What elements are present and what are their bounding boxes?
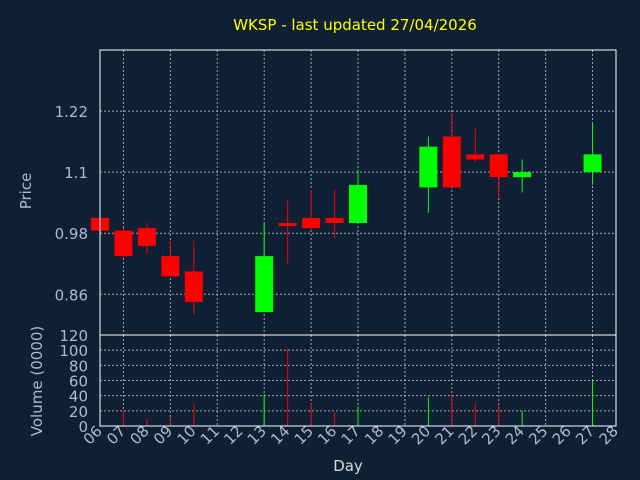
candle-body [137, 228, 156, 246]
candle-body [583, 154, 602, 173]
price-tick-labels: 0.86 0.98 1.1 1.22 [55, 103, 88, 304]
price-tick-label: 1.1 [64, 164, 88, 182]
price-axis-label: Price [17, 173, 35, 210]
candle-body [419, 146, 438, 188]
candle-body [442, 136, 461, 188]
candle-body [325, 217, 344, 224]
x-axis-label: Day [333, 457, 363, 475]
volume-axis-label: Volume (0000) [28, 326, 46, 436]
candle-body [302, 217, 321, 229]
candle-body [513, 172, 532, 178]
chart-title: WKSP - last updated 27/04/2026 [233, 16, 477, 34]
candle-body [349, 184, 367, 224]
price-tick-label: 1.22 [55, 103, 88, 121]
volume-tick-label: 80 [69, 357, 88, 375]
candle-body [489, 154, 508, 178]
candle-body [466, 154, 485, 160]
volume-tick-label: 0 [78, 418, 88, 436]
candle-body [278, 223, 297, 227]
volume-bars [122, 348, 594, 426]
volume-tick-label: 100 [59, 342, 88, 360]
volume-panel-frame [99, 334, 617, 427]
candle-body [184, 271, 203, 302]
candle-body [255, 256, 274, 313]
price-tick-label: 0.86 [55, 286, 88, 304]
price-tick-label: 0.98 [55, 225, 88, 243]
volume-tick-label: 20 [69, 403, 88, 421]
volume-tick-label: 120 [59, 327, 88, 345]
volume-tick-label: 40 [69, 388, 88, 406]
candle-body [114, 230, 133, 257]
candle-body [161, 256, 180, 277]
candlesticks [91, 113, 602, 315]
volume-tick-label: 60 [69, 373, 88, 391]
